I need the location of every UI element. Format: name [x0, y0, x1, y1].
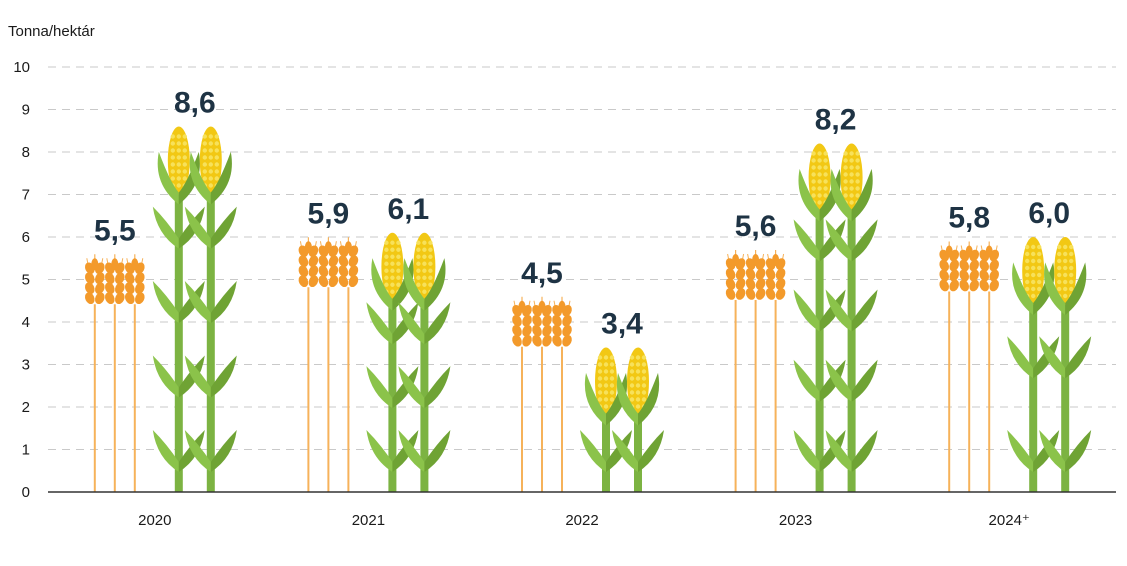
corn-value-label: 8,2	[815, 104, 857, 137]
corn-value-label: 6,1	[388, 193, 430, 226]
x-tick-label: 2021	[352, 512, 385, 529]
x-axis-labels: 2020 2021 2022 2023 2024⁺	[138, 512, 1030, 529]
y-axis-label: Tonna/hektár	[8, 23, 95, 40]
wheat-mark	[939, 241, 1000, 492]
y-tick-label: 7	[22, 187, 30, 204]
wheat-mark	[512, 296, 572, 492]
wheat-value-label: 5,9	[308, 197, 350, 230]
wheat-value-label: 5,8	[948, 202, 990, 235]
y-tick-label: 3	[22, 357, 30, 374]
wheat-mark	[84, 254, 145, 492]
corn-mark	[366, 232, 451, 492]
corn-value-label: 3,4	[601, 308, 643, 341]
y-axis-ticks: 0 1 2 3 4 5 6 7 8 9 10	[13, 59, 30, 501]
y-tick-label: 10	[13, 59, 30, 76]
x-tick-label: 2023	[779, 512, 812, 529]
corn-mark	[152, 126, 237, 492]
y-tick-label: 0	[22, 484, 30, 501]
y-tick-label: 6	[22, 229, 30, 246]
corn-mark	[793, 143, 878, 492]
y-tick-label: 2	[22, 399, 30, 416]
x-tick-label: 2020	[138, 512, 171, 529]
wheat-value-label: 5,5	[94, 214, 136, 247]
gridlines	[48, 66, 1116, 450]
y-tick-label: 5	[22, 272, 30, 289]
corn-value-label: 8,6	[174, 87, 216, 120]
value-labels: 5,5 8,6 5,9 6,1 4,5 3,4 5,6 8,2 5,8 6,0	[94, 87, 1070, 341]
wheat-value-label: 4,5	[521, 257, 563, 290]
wheat-mark	[725, 250, 786, 492]
y-tick-label: 8	[22, 144, 30, 161]
corn-value-label: 6,0	[1028, 197, 1070, 230]
plot-marks	[84, 126, 1092, 492]
corn-mark	[580, 347, 664, 492]
y-tick-label: 9	[22, 102, 30, 119]
wheat-value-label: 5,6	[735, 210, 777, 243]
wheat-mark	[298, 237, 359, 492]
y-tick-label: 4	[22, 314, 30, 331]
x-tick-label: 2024⁺	[989, 512, 1030, 529]
corn-mark	[1007, 237, 1092, 492]
x-tick-label: 2022	[565, 512, 598, 529]
y-tick-label: 1	[22, 442, 30, 459]
